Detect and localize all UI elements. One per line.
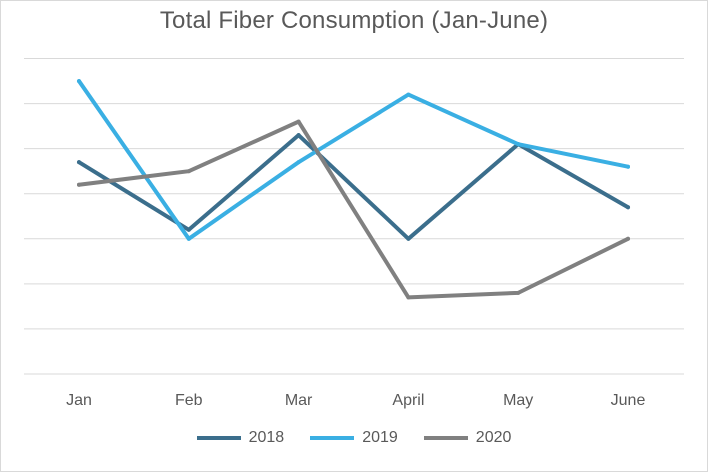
data-point-2018-Mar: [296, 133, 301, 138]
data-point-2019-April: [406, 92, 411, 97]
data-point-2020-June: [626, 236, 630, 241]
data-point-2019-June: [626, 164, 630, 169]
data-point-2018-Jan: [77, 160, 81, 165]
data-point-2018-April: [406, 236, 411, 241]
data-point-2018-Feb: [186, 227, 191, 232]
legend-swatch: [196, 436, 241, 440]
data-point-2019-Feb: [186, 236, 191, 241]
x-tick-label: May: [503, 392, 533, 409]
legend-label: 2020: [475, 429, 512, 446]
x-tick-label: June: [611, 392, 646, 409]
series-line-2020: [77, 119, 630, 300]
legend-swatch: [423, 436, 468, 440]
legend-item-2020: 2020: [423, 429, 512, 447]
data-point-2020-Mar: [296, 119, 301, 124]
legend-label: 2019: [362, 429, 398, 446]
x-tick-label: Feb: [175, 392, 203, 409]
data-point-2020-Feb: [186, 169, 191, 174]
data-point-2019-Jan: [77, 79, 81, 84]
data-point-2019-May: [516, 142, 521, 147]
data-point-2020-Jan: [77, 182, 81, 187]
chart-title: Total Fiber Consumption (Jan-June): [159, 7, 549, 34]
data-point-2018-June: [626, 205, 630, 210]
data-point-2019-Mar: [296, 160, 301, 165]
x-tick-label: April: [392, 392, 424, 409]
data-point-2020-April: [406, 295, 411, 300]
series-line-2018: [77, 133, 630, 241]
legend-label: 2018: [248, 429, 285, 446]
series-line-2019: [77, 79, 630, 241]
legend-item-2019: 2019: [310, 429, 398, 447]
legend-item-2018: 2018: [196, 429, 285, 447]
x-tick-label: Jan: [66, 392, 92, 409]
x-tick-label: Mar: [285, 392, 313, 409]
chart-legend: 2018 2019 2020: [0, 429, 708, 447]
legend-swatch: [310, 436, 355, 440]
data-point-2020-May: [516, 290, 521, 295]
